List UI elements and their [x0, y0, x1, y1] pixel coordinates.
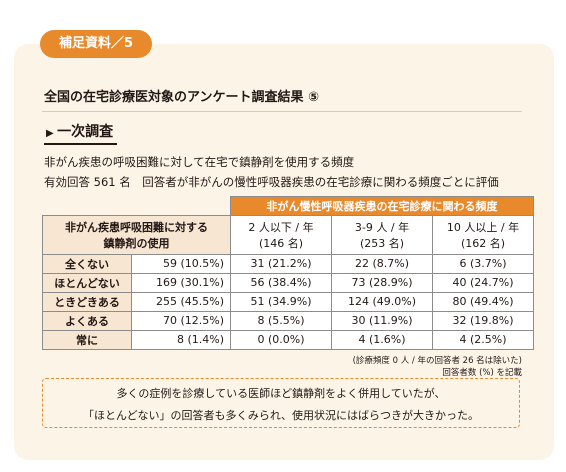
cell-line: 3-9 人 / 年: [354, 220, 410, 234]
cell: 4 (2.5%): [432, 329, 534, 350]
cell: 70 (12.5%): [131, 310, 231, 331]
column-header: 3-9 人 / 年 (253 名): [331, 214, 433, 255]
cell: 30 (11.9%): [331, 310, 433, 331]
row: 全くない 59 (10.5%) 31 (21.2%) 22 (8.7%) 6 (3.7%…: [42, 253, 534, 274]
description: 有効回答 561 名 回答者が非がんの慢性呼吸器疾患の在宅診療に関わる頻度ごとに…: [44, 175, 499, 189]
column-header: 2 人以下 / 年 (146 名): [230, 214, 332, 255]
cell: 8 (5.5%): [230, 310, 332, 331]
cell-line: 非がん疾患呼吸困難に対する: [65, 220, 208, 234]
cell-line: (253 名): [359, 236, 405, 250]
cell-line: 10 人以上 / 年: [446, 220, 520, 234]
row: よくある 70 (12.5%) 8 (5.5%) 30 (11.9%) 32 (19.8…: [42, 310, 534, 331]
row: 常に 8 (1.4%) 0 (0.0%) 4 (1.6%) 4 (2.5%): [42, 329, 534, 350]
rule: [42, 111, 522, 112]
cell: 0 (0.0%): [230, 329, 332, 350]
row: ときどきある 255 (45.5%) 51 (34.9%) 124 (49.0%) 80…: [42, 291, 534, 312]
cell: 22 (8.7%): [331, 253, 433, 274]
row-label: よくある: [42, 310, 132, 331]
cell: 59 (10.5%): [131, 253, 231, 274]
callout-line: 多くの症例を診療している医師ほど鎮静剤をよく併用していたが、: [116, 387, 446, 400]
row: ほとんどない 169 (30.1%) 56 (38.4%) 73 (28.9%) 40 …: [42, 272, 534, 293]
cell-line: (146 名): [258, 236, 304, 250]
note: 回答者数 (%) を記載: [442, 368, 522, 378]
cell: 8 (1.4%): [131, 329, 231, 350]
cell-line: (162 名): [460, 236, 506, 250]
cell: 32 (19.8%): [432, 310, 534, 331]
row-label: ときどきある: [42, 291, 132, 312]
cell: 169 (30.1%): [131, 272, 231, 293]
section: ▶ 一次調査: [44, 121, 118, 145]
cell-line: 2 人以下 / 年: [248, 220, 314, 234]
tag: 補足資料／5: [40, 30, 152, 58]
cell: 6 (3.7%): [432, 253, 534, 274]
section-title: 一次調査: [57, 124, 114, 140]
note: (診療頻度 0 人 / 年の回答者 26 名は除いた): [352, 356, 522, 366]
cell: 73 (28.9%): [331, 272, 433, 293]
cell: 80 (49.4%): [432, 291, 534, 312]
group-header: 非がん慢性呼吸器疾患の在宅診療に関わる頻度: [230, 196, 534, 216]
callout-line: 「ほとんどない」の回答者も多くみられ、使用状況にはばらつきが大きかった。: [83, 409, 479, 422]
cell: 255 (45.5%): [131, 291, 231, 312]
cell: 4 (1.6%): [331, 329, 433, 350]
row-header: 非がん疾患呼吸困難に対する 鎮静剤の使用: [42, 214, 231, 255]
description: 非がん疾患の呼吸困難に対して在宅で鎮静剤を使用する頻度: [44, 155, 355, 169]
row-label: ほとんどない: [42, 272, 132, 293]
arrow: ▶: [46, 128, 58, 139]
cell: 124 (49.0%): [331, 291, 433, 312]
blank-cell: [43, 197, 231, 216]
row-label: 全くない: [42, 253, 132, 274]
column-header: 10 人以上 / 年 (162 名): [432, 214, 534, 255]
table: 非がん慢性呼吸器疾患の在宅診療に関わる頻度 非がん疾患呼吸困難に対する 鎮静剤の使用…: [42, 196, 534, 350]
callout: 多くの症例を診療している医師ほど鎮静剤をよく併用していたが、 「ほとんどない」の…: [42, 378, 520, 428]
cell: 56 (38.4%): [230, 272, 332, 293]
row-label: 常に: [42, 329, 132, 350]
title: 全国の在宅診療医対象のアンケート調査結果 ⑤: [44, 90, 320, 105]
header-row: 非がん慢性呼吸器疾患の在宅診療に関わる頻度: [43, 196, 534, 216]
cell: 40 (24.7%): [432, 272, 534, 293]
cell: 51 (34.9%): [230, 291, 332, 312]
header-row: 非がん疾患呼吸困難に対する 鎮静剤の使用 2 人以下 / 年 (146 名) 3-9 人…: [42, 214, 534, 255]
cell-line: 鎮静剤の使用: [103, 236, 170, 250]
cell: 31 (21.2%): [230, 253, 332, 274]
